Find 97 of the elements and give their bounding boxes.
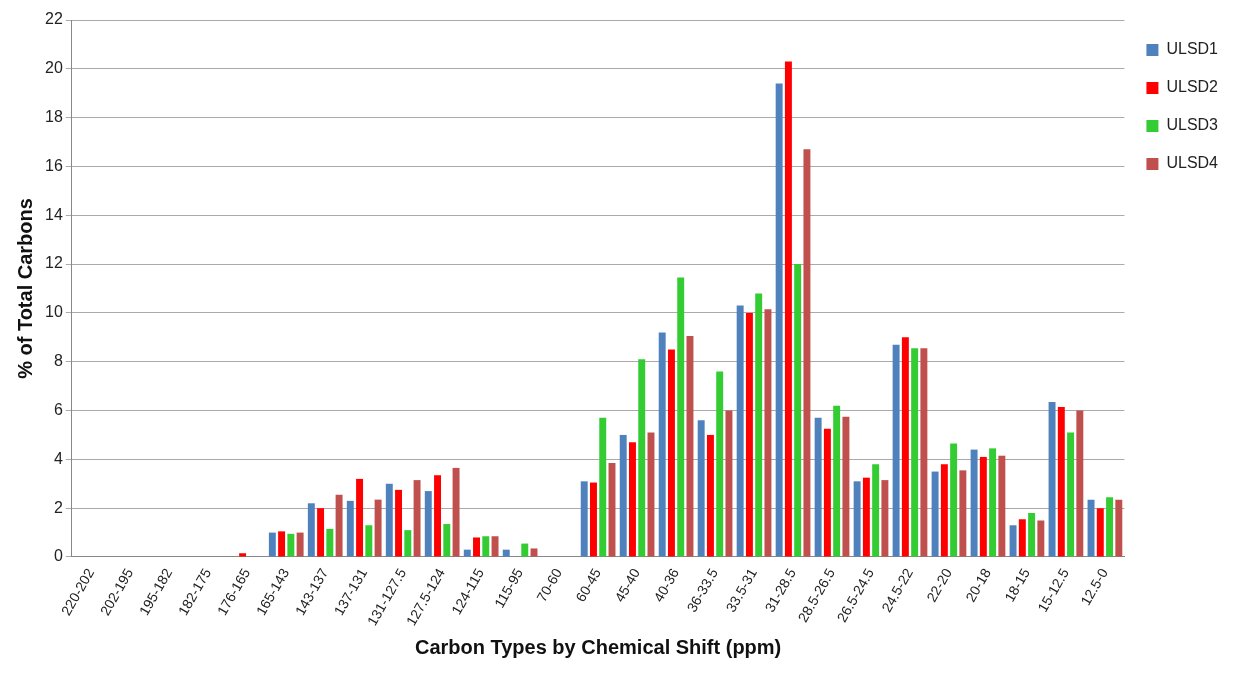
bar [706, 434, 714, 557]
bar [1037, 520, 1045, 557]
bar [395, 489, 403, 557]
bar [853, 481, 861, 557]
bar [1076, 410, 1084, 557]
bar [452, 467, 460, 557]
bar [803, 149, 811, 557]
bar [599, 417, 607, 557]
y-tick-label: 8 [53, 352, 63, 370]
bar [443, 524, 451, 557]
bar [482, 536, 490, 557]
bar [755, 293, 763, 557]
legend-label: ULSD1 [1166, 40, 1219, 58]
bar [346, 500, 354, 557]
bar [794, 264, 802, 557]
bar [374, 499, 382, 557]
bar [998, 455, 1006, 557]
bar [638, 359, 646, 557]
bar [239, 553, 247, 557]
bar [268, 532, 276, 557]
y-tick-label: 12 [45, 254, 63, 272]
bar [434, 475, 442, 557]
bar [901, 337, 909, 557]
bar [881, 480, 889, 557]
bar [970, 449, 978, 557]
y-tick-label: 22 [45, 10, 63, 28]
bar [775, 83, 783, 557]
bar [335, 494, 343, 557]
bar [1009, 525, 1017, 557]
bar [356, 478, 364, 557]
bar [658, 332, 666, 557]
bar [872, 464, 880, 557]
bar [1057, 406, 1065, 557]
bar [911, 348, 919, 557]
bar [326, 528, 334, 557]
bar [940, 464, 948, 557]
bar [823, 428, 831, 557]
bar [892, 344, 900, 557]
bar [1067, 432, 1075, 557]
y-tick-label: 4 [53, 449, 63, 467]
bar [278, 531, 286, 557]
bar [1106, 497, 1114, 557]
bar [1048, 402, 1056, 557]
bar [920, 348, 928, 557]
y-tick-label: 14 [45, 205, 63, 223]
bar [745, 312, 753, 557]
bar [365, 525, 373, 557]
bar [814, 417, 822, 557]
bar [1018, 519, 1026, 557]
bar [862, 477, 870, 557]
bar [307, 503, 315, 557]
bar [677, 277, 685, 557]
bar [619, 434, 627, 557]
bar [491, 536, 499, 557]
bar [989, 448, 997, 557]
y-tick-label: 6 [53, 400, 63, 418]
bar [473, 537, 480, 557]
y-tick-label: 18 [45, 108, 63, 126]
bar [842, 416, 850, 557]
bar [628, 442, 636, 557]
bar [1087, 499, 1095, 557]
bar [521, 543, 529, 557]
bar [385, 483, 393, 557]
bar [979, 456, 987, 557]
bar [784, 61, 792, 557]
bar [931, 471, 939, 557]
bar [1028, 513, 1036, 557]
bar [686, 336, 694, 557]
legend-label: ULSD2 [1166, 78, 1219, 96]
bar [317, 508, 325, 557]
y-tick-label: 20 [45, 59, 63, 77]
bar [590, 482, 597, 557]
y-tick-label: 2 [53, 498, 63, 516]
bar [725, 410, 733, 557]
bar [667, 349, 675, 557]
bar [764, 309, 772, 557]
legend-label: ULSD4 [1166, 154, 1219, 172]
bar [1096, 508, 1104, 557]
y-tick-label: 10 [45, 303, 63, 321]
bar [287, 533, 295, 557]
legend-label: ULSD3 [1166, 116, 1219, 134]
y-tick-label: 0 [53, 547, 63, 565]
x-axis-title: Carbon Types by Chemical Shift (ppm) [414, 635, 782, 658]
bar [580, 481, 588, 557]
bar [716, 371, 724, 557]
bar [404, 530, 412, 557]
bar [296, 532, 304, 557]
bar [424, 491, 432, 557]
bar [736, 305, 744, 557]
y-axis-title: % of Total Carbons [13, 198, 36, 379]
bar [697, 420, 705, 557]
bar [950, 443, 958, 557]
bar [413, 480, 421, 557]
y-tick-label: 16 [45, 156, 63, 174]
bar [833, 405, 841, 557]
bar [1115, 499, 1123, 557]
bar [959, 470, 967, 557]
